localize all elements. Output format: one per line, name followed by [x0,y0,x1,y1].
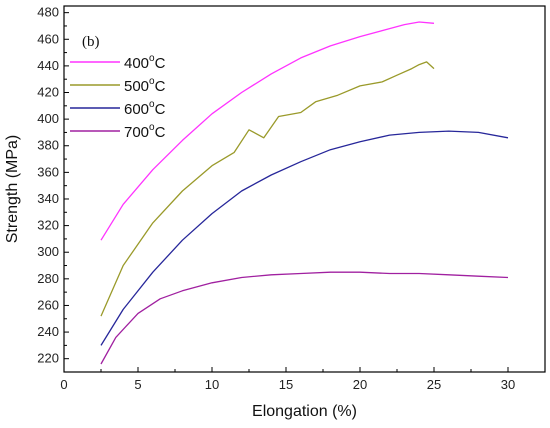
x-tick-label: 15 [279,377,293,392]
y-tick-label: 360 [37,164,59,179]
legend-unit: C [155,55,166,72]
y-tick-label: 320 [37,218,59,233]
y-tick-label: 260 [37,297,59,312]
legend-unit: C [155,78,166,95]
y-tick-label: 380 [37,138,59,153]
legend-unit: C [155,124,166,141]
series-line-400 [100,21,435,241]
x-tick-label: 20 [353,377,367,392]
x-tick-label: 25 [427,377,441,392]
legend-value: 400 [124,55,149,72]
series-line-600 [100,130,509,346]
plot-area-frame [63,5,546,373]
y-tick-label: 400 [37,111,59,126]
y-tick-label: 240 [37,324,59,339]
legend-value: 700 [124,124,149,141]
axis-ticks: 0 5 10 15 20 25 30 220 240 260 280 300 320 340 360 380 4… [37,5,515,392]
legend-value: 600 [124,101,149,118]
y-tick-label: 280 [37,271,59,286]
legend-label-500: 500oC [124,76,166,95]
legend-unit: C [155,101,166,118]
y-axis-title: Strength (MPa) [4,135,21,243]
y-tick-label: 420 [37,85,59,100]
panel-label: (b) [82,34,100,50]
y-tick-label: 220 [37,351,59,366]
series-layer [100,21,509,365]
x-tick-label: 30 [501,377,515,392]
legend-label-700: 700oC [124,122,166,141]
y-tick-label: 480 [37,5,59,20]
y-tick-label: 460 [37,31,59,46]
legend-degree-sup: o [149,76,155,87]
x-tick-label: 10 [205,377,219,392]
legend-degree-sup: o [149,99,155,110]
x-tick-label: 0 [60,377,67,392]
y-tick-label: 340 [37,191,59,206]
legend-degree-sup: o [149,122,155,133]
legend-degree-sup: o [149,53,155,64]
y-tick-label: 440 [37,58,59,73]
series-line-500 [100,61,435,317]
x-tick-label: 5 [134,377,141,392]
series-line-700 [100,271,509,365]
x-axis-title: Elongation (%) [252,403,357,420]
y-tick-label: 300 [37,244,59,259]
legend-label-600: 600oC [124,99,166,118]
legend-label-400: 400oC [124,53,166,72]
legend-value: 500 [124,78,149,95]
